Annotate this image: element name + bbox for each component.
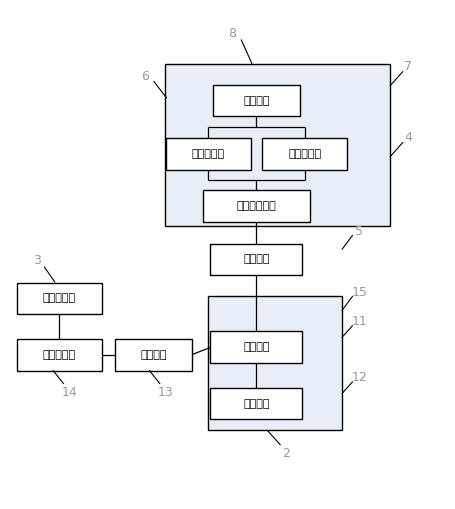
Text: 电压放大器: 电压放大器 bbox=[288, 149, 320, 159]
Bar bbox=[261, 138, 347, 170]
Text: 双向端子排: 双向端子排 bbox=[43, 294, 76, 303]
Text: 功率放大器: 功率放大器 bbox=[191, 149, 224, 159]
Bar bbox=[115, 339, 192, 371]
Bar bbox=[202, 190, 309, 221]
Text: 15: 15 bbox=[351, 286, 366, 299]
Bar bbox=[164, 64, 389, 226]
Text: 双向传输通道: 双向传输通道 bbox=[236, 201, 276, 211]
Text: 11: 11 bbox=[351, 315, 366, 328]
Text: 报警触点: 报警触点 bbox=[243, 399, 269, 409]
Bar bbox=[212, 84, 299, 117]
Bar bbox=[210, 243, 302, 275]
Text: 解耦电容: 解耦电容 bbox=[243, 254, 269, 264]
Text: 7: 7 bbox=[404, 60, 411, 73]
Bar bbox=[17, 282, 102, 315]
Text: 滤波单元: 滤波单元 bbox=[243, 96, 269, 105]
Text: 8: 8 bbox=[228, 27, 236, 40]
Text: 12: 12 bbox=[351, 371, 366, 384]
Text: 14: 14 bbox=[61, 386, 77, 399]
Text: 3: 3 bbox=[33, 254, 40, 267]
Text: 4: 4 bbox=[404, 131, 411, 144]
Bar bbox=[17, 339, 102, 371]
Bar bbox=[210, 388, 302, 419]
Text: 2: 2 bbox=[281, 447, 289, 460]
Text: 浪涌保护器: 浪涌保护器 bbox=[43, 350, 76, 360]
Text: 5: 5 bbox=[354, 224, 363, 238]
Text: 13: 13 bbox=[157, 386, 173, 399]
Bar bbox=[208, 296, 341, 431]
Bar bbox=[210, 331, 302, 363]
Text: 限位开关: 限位开关 bbox=[243, 343, 269, 352]
Text: 接地端子: 接地端子 bbox=[140, 350, 167, 360]
Text: 6: 6 bbox=[141, 70, 148, 82]
Bar bbox=[165, 138, 250, 170]
